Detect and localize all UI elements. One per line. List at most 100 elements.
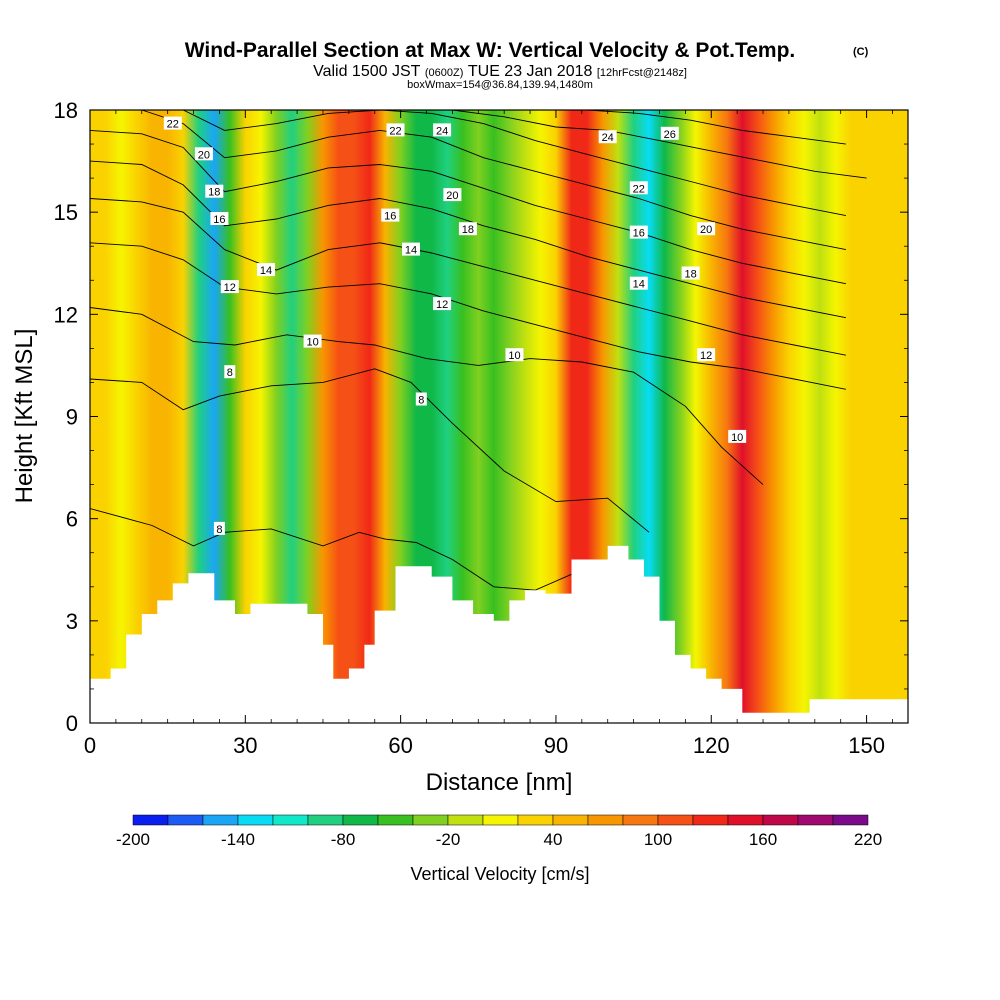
y-tick-label: 0 xyxy=(66,711,78,736)
svg-text:8: 8 xyxy=(418,395,424,407)
svg-text:10: 10 xyxy=(306,337,318,349)
svg-text:26: 26 xyxy=(664,129,676,141)
title-tag: (C) xyxy=(853,46,869,58)
svg-text:22: 22 xyxy=(633,183,645,195)
y-tick-label: 3 xyxy=(66,609,78,634)
contour-label: 8 xyxy=(213,521,225,536)
contour-label: 8 xyxy=(224,365,236,379)
theta-contour-22 xyxy=(183,110,846,217)
colorbar-swatch xyxy=(132,814,169,826)
contour-label: 22 xyxy=(163,116,182,131)
x-tick-label: 90 xyxy=(544,733,568,758)
contour-label: 18 xyxy=(205,184,224,199)
theta-contour-20 xyxy=(134,110,846,251)
svg-text:18: 18 xyxy=(462,224,474,236)
theta-contour-8 xyxy=(90,368,650,533)
colorbar-tick-label: 40 xyxy=(544,830,563,849)
chart-title: Wind-Parallel Section at Max W: Vertical… xyxy=(185,39,796,62)
svg-text:14: 14 xyxy=(260,265,272,277)
colorbar-swatch xyxy=(447,814,484,826)
colorbar-swatch xyxy=(167,814,204,826)
contour-label: 24 xyxy=(433,123,452,137)
plot-area: 22 20 18 16 14 12 10 8 8 22 24 20 16 18 14 12 8 10 24 26 22 1… xyxy=(90,110,908,723)
theta-contour-12 xyxy=(90,242,846,390)
contour-label: 20 xyxy=(697,222,716,236)
theta-contour-14 xyxy=(90,198,846,356)
x-tick-label: 30 xyxy=(233,733,257,758)
svg-text:10: 10 xyxy=(508,350,520,362)
contour-label: 12 xyxy=(433,297,452,311)
colorbar-tick-label: 220 xyxy=(854,830,882,849)
colorbar-swatch xyxy=(762,814,799,826)
colorbar-tick-label: -80 xyxy=(331,830,356,849)
colorbar-swatch xyxy=(377,814,414,826)
contour-label: 12 xyxy=(220,280,239,294)
svg-text:20: 20 xyxy=(198,149,210,161)
contour-label: 18 xyxy=(458,222,477,236)
x-tick-label: 150 xyxy=(848,733,885,758)
contour-label: 20 xyxy=(443,188,462,202)
contour-label: 24 xyxy=(598,130,617,144)
colorbar-tick-label: -20 xyxy=(436,830,461,849)
colorbar-swatch xyxy=(657,814,694,826)
chart-subtitle-2: boxWmax=154@36.84,139.94,1480m xyxy=(407,79,593,91)
svg-text:24: 24 xyxy=(602,132,614,144)
contour-label: 16 xyxy=(381,208,400,223)
theta-contour-16 xyxy=(90,160,846,319)
y-tick-label: 6 xyxy=(66,507,78,532)
svg-text:12: 12 xyxy=(700,350,712,362)
contour-label: 8 xyxy=(415,392,427,407)
colorbar-tick-label: 100 xyxy=(644,830,672,849)
colorbar-tick-label: -200 xyxy=(116,830,150,849)
contour-label: 14 xyxy=(629,276,648,291)
svg-text:10: 10 xyxy=(731,432,743,444)
y-tick-label: 9 xyxy=(66,405,78,430)
contour-label: 10 xyxy=(303,334,322,349)
colorbar-swatch xyxy=(202,814,239,826)
colorbar: -200 -140 -80 -20 40 100 160 220 xyxy=(116,814,882,849)
svg-text:8: 8 xyxy=(227,367,233,379)
y-tick-label: 12 xyxy=(54,302,78,327)
contour-label: 10 xyxy=(505,348,524,362)
svg-text:16: 16 xyxy=(633,228,645,240)
contour-label: 12 xyxy=(697,348,716,362)
x-tick-label: 120 xyxy=(693,733,730,758)
colorbar-swatch xyxy=(552,814,589,826)
svg-text:18: 18 xyxy=(684,269,696,281)
theta-contour-10 xyxy=(90,307,764,485)
x-tick-label: 0 xyxy=(84,733,96,758)
colorbar-swatch xyxy=(622,814,659,826)
svg-text:12: 12 xyxy=(436,299,448,311)
colorbar-swatch xyxy=(237,814,274,826)
colorbar-tick-label: -140 xyxy=(221,830,255,849)
contour-label: 26 xyxy=(660,126,679,141)
contour-labels: 22 20 18 16 14 12 10 8 8 22 24 20 16 18 14 12 8 10 24 26 22 1… xyxy=(163,116,747,536)
theta-contour-8 xyxy=(90,508,634,591)
contour-label: 16 xyxy=(629,225,648,240)
colorbar-swatch xyxy=(727,814,764,826)
svg-text:12: 12 xyxy=(224,282,236,294)
theta-contour-26 xyxy=(586,110,846,145)
colorbar-swatch xyxy=(692,814,729,826)
colorbar-swatch xyxy=(412,814,449,826)
x-tick-label: 60 xyxy=(388,733,412,758)
contour-label: 14 xyxy=(257,263,275,277)
svg-text:14: 14 xyxy=(633,279,645,291)
contour-label: 20 xyxy=(194,147,213,161)
svg-text:20: 20 xyxy=(446,190,458,202)
axes: 0 30 60 90 120 150 0 3 6 9 12 15 18 xyxy=(54,98,908,758)
svg-text:8: 8 xyxy=(216,524,222,536)
colorbar-swatch xyxy=(342,814,379,826)
colorbar-swatch xyxy=(482,814,519,826)
contour-label: 14 xyxy=(402,242,420,257)
contour-label: 18 xyxy=(681,266,700,281)
svg-text:20: 20 xyxy=(700,224,712,236)
svg-text:18: 18 xyxy=(208,187,220,199)
y-axis-label: Height [Kft MSL] xyxy=(11,329,38,504)
theta-contour-18 xyxy=(90,129,846,285)
colorbar-swatch xyxy=(307,814,344,826)
y-tick-label: 15 xyxy=(54,200,78,225)
colorbar-swatch xyxy=(797,814,834,826)
colorbar-swatch xyxy=(517,814,554,826)
